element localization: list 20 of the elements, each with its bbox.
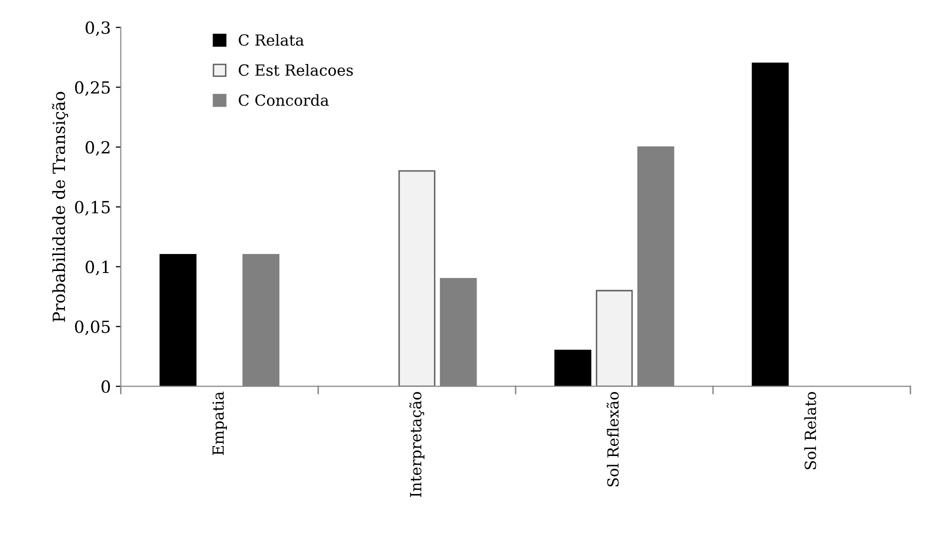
x-tick-label: Interpretação: [409, 392, 424, 497]
y-axis-title: Probabilidade de Transição: [52, 92, 68, 322]
legend-label: C Relata: [238, 34, 304, 46]
legend-label: C Est Relacoes: [238, 64, 353, 76]
y-tick-label: 0,1: [86, 260, 109, 276]
bar: [596, 290, 633, 386]
y-tick-label: 0,2: [86, 141, 110, 156]
x-tick-label: Sol Reflexão: [606, 392, 619, 486]
x-tick-label: Empatia: [212, 392, 227, 456]
y-tick-label: 0: [102, 380, 110, 393]
y-tick-label: 0,05: [75, 320, 110, 336]
bar: [752, 62, 789, 386]
bar: [160, 254, 196, 386]
y-tick-label: 0,15: [75, 200, 110, 216]
y-tick-label: 0,3: [86, 21, 110, 36]
x-tick-label: Sol Relato: [804, 392, 816, 470]
bar: [554, 350, 592, 386]
y-tick-label: 0,25: [75, 81, 110, 96]
legend-label: C Concorda: [238, 94, 329, 106]
bar: [398, 170, 436, 386]
